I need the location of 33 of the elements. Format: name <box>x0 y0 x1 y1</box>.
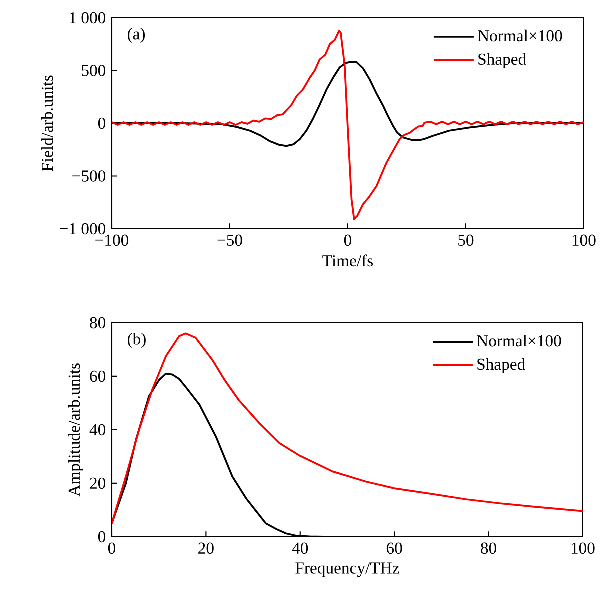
x-tick-label: 100 <box>572 234 596 246</box>
line-series <box>112 332 583 525</box>
y-tick-label: 80 <box>90 317 106 329</box>
annotation: (b) <box>128 333 146 348</box>
x-tick-label: 100 <box>572 542 595 554</box>
legend-label: Normal×100 <box>478 30 562 42</box>
x-tick-label: −100 <box>96 234 129 246</box>
x-tick-label: 80 <box>481 542 496 554</box>
x-tick-label: 60 <box>386 542 402 554</box>
legend-label: Normal×100 <box>477 335 562 347</box>
legend-label: Shaped <box>478 53 526 68</box>
y-axis-title: Amplitude/arb.units <box>68 364 84 497</box>
x-axis-title: Time/fs <box>322 254 373 267</box>
y-tick-label: 500 <box>82 65 106 76</box>
x-tick-label: 50 <box>458 234 474 246</box>
y-tick-label: 60 <box>90 370 106 382</box>
x-tick-label: 20 <box>198 542 214 554</box>
y-tick-label: −1 000 <box>60 223 106 235</box>
y-tick-label: −500 <box>72 170 106 182</box>
x-tick-label: −50 <box>218 234 242 246</box>
y-axis-title: Field/arb.units <box>41 76 54 172</box>
x-tick-label: 0 <box>344 234 352 246</box>
x-tick-label: 0 <box>108 542 116 554</box>
line-series <box>112 30 584 220</box>
y-tick-label: 40 <box>90 424 106 436</box>
x-tick-label: 40 <box>292 542 308 554</box>
annotation: (a) <box>128 28 146 44</box>
y-tick-label: 20 <box>90 478 106 490</box>
x-axis-title: Frequency/THz <box>296 562 400 578</box>
y-tick-label: 1 000 <box>70 12 106 24</box>
y-tick-label: 0 <box>98 531 106 543</box>
legend-label: Shaped <box>478 358 526 374</box>
y-tick-label: 0 <box>98 118 106 130</box>
